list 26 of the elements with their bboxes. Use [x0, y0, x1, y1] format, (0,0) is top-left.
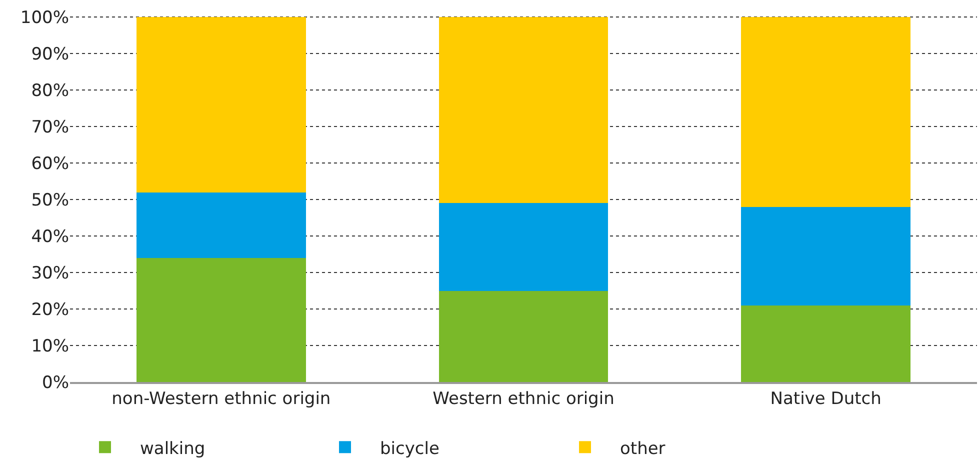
bar — [741, 206, 910, 306]
x-tick-label: Western ethnic origin — [432, 389, 614, 410]
y-tick-label: 30% — [31, 263, 69, 284]
x-tick-label: non-Western ethnic origin — [112, 389, 331, 410]
y-tick-label: 0% — [42, 372, 69, 393]
bar — [438, 290, 608, 382]
y-tick-label: 50% — [31, 190, 69, 210]
y-tick-label: 80% — [31, 81, 69, 102]
y-tick-label: 90% — [31, 44, 69, 65]
bar — [438, 203, 608, 291]
y-tick-label: 70% — [31, 118, 69, 138]
y-tick-label: 10% — [31, 336, 69, 356]
x-tick-label: Native Dutch — [770, 389, 882, 410]
legend-label: walking — [140, 438, 206, 459]
bar — [136, 192, 306, 258]
bar — [136, 17, 306, 192]
bar — [438, 17, 608, 204]
legend-label: bicycle — [380, 438, 440, 459]
bar — [741, 17, 910, 207]
y-tick-label: 100% — [20, 8, 69, 28]
y-tick-label: 40% — [31, 226, 69, 247]
legend-label: other — [620, 438, 666, 459]
bar — [741, 305, 910, 382]
y-tick-label: 60% — [31, 154, 69, 174]
y-tick-label: 20% — [31, 300, 69, 320]
bar — [136, 258, 306, 382]
